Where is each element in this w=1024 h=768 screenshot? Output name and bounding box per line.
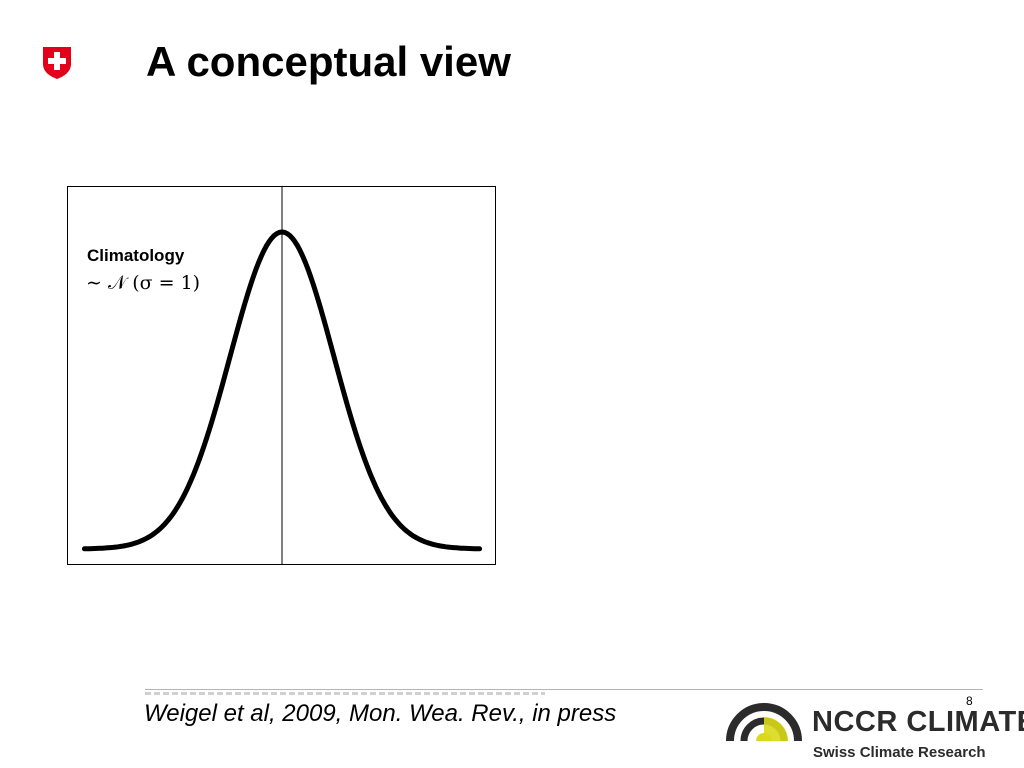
footer-divider bbox=[145, 689, 983, 690]
footer-ghost-text bbox=[145, 692, 545, 695]
curve-formula: ∼ 𝒩 (σ = 1) bbox=[86, 272, 201, 294]
page-number: 8 bbox=[966, 694, 973, 708]
climatology-curve bbox=[81, 229, 483, 552]
slide-title: A conceptual view bbox=[146, 38, 511, 85]
curve-label: Climatology bbox=[87, 246, 185, 265]
swiss-cross-shield-icon bbox=[43, 47, 71, 79]
org-name: NCCR CLIMATE bbox=[812, 706, 1024, 738]
org-subtitle: Swiss Climate Research bbox=[813, 744, 986, 761]
distribution-figure bbox=[67, 186, 496, 565]
citation: Weigel et al, 2009, Mon. Wea. Rev., in p… bbox=[144, 700, 617, 727]
nccr-arc-logo-icon bbox=[726, 703, 802, 742]
